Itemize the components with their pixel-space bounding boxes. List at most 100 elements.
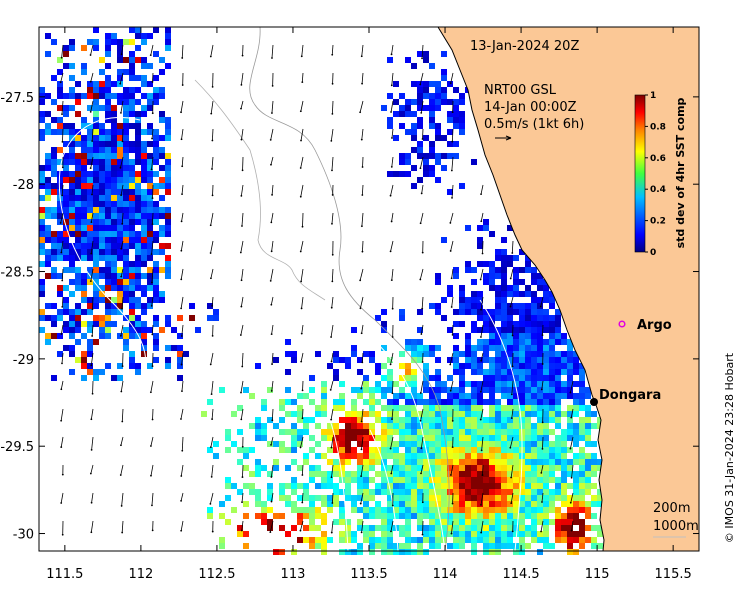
sst-cell bbox=[93, 189, 99, 195]
sst-cell bbox=[471, 291, 477, 297]
current-vector bbox=[151, 268, 154, 283]
sst-cell bbox=[441, 69, 447, 75]
sst-cell bbox=[549, 471, 555, 477]
sst-cell bbox=[75, 153, 81, 159]
sst-cell bbox=[237, 405, 243, 411]
sst-cell bbox=[141, 321, 147, 327]
sst-cell bbox=[441, 315, 447, 321]
current-vector-head bbox=[150, 445, 152, 447]
current-vector-head bbox=[360, 332, 363, 335]
sst-cell bbox=[489, 345, 495, 351]
sst-cell bbox=[339, 453, 345, 459]
sst-cell bbox=[441, 153, 447, 159]
sst-cell bbox=[321, 387, 327, 393]
sst-cell bbox=[471, 543, 477, 549]
sst-cell bbox=[237, 459, 243, 465]
map-plot-area bbox=[38, 26, 700, 555]
current-vector bbox=[151, 240, 154, 255]
sst-cell bbox=[69, 75, 75, 81]
sst-cell bbox=[243, 387, 249, 393]
current-vector-head bbox=[331, 169, 333, 172]
current-vector bbox=[60, 72, 64, 83]
sst-cell bbox=[261, 399, 267, 405]
sst-cell bbox=[411, 135, 417, 141]
current-vector-head bbox=[209, 502, 212, 505]
sst-cell bbox=[381, 393, 387, 399]
sst-cell bbox=[495, 429, 501, 435]
sst-cell bbox=[471, 507, 477, 513]
sst-cell bbox=[495, 531, 501, 537]
sst-cell bbox=[489, 519, 495, 525]
sst-cell bbox=[519, 267, 525, 273]
current-vector-head bbox=[301, 225, 304, 228]
sst-cell bbox=[147, 303, 153, 309]
sst-cell bbox=[495, 525, 501, 531]
sst-cell bbox=[135, 273, 141, 279]
dongara-marker bbox=[590, 398, 598, 406]
sst-cell bbox=[207, 513, 213, 519]
sst-cell bbox=[519, 549, 525, 555]
sst-cell bbox=[291, 399, 297, 405]
current-vector-head bbox=[419, 278, 422, 281]
sst-cell bbox=[483, 339, 489, 345]
sst-cell bbox=[471, 267, 477, 273]
sst-cell bbox=[153, 159, 159, 165]
current-vector bbox=[121, 492, 124, 506]
sst-cell bbox=[573, 501, 579, 507]
sst-cell bbox=[351, 537, 357, 543]
sst-cell bbox=[159, 165, 165, 171]
sst-cell bbox=[99, 189, 105, 195]
sst-cell bbox=[411, 447, 417, 453]
sst-cell bbox=[423, 465, 429, 471]
sst-cell bbox=[519, 291, 525, 297]
sst-cell bbox=[441, 495, 447, 501]
colorbar-tick-label: 0.2 bbox=[650, 217, 666, 227]
sst-cell bbox=[141, 147, 147, 153]
sst-cell bbox=[165, 63, 171, 69]
sst-cell bbox=[525, 315, 531, 321]
sst-cell bbox=[459, 93, 465, 99]
sst-cell bbox=[135, 213, 141, 219]
sst-cell bbox=[501, 507, 507, 513]
sst-cell bbox=[429, 459, 435, 465]
sst-cell bbox=[465, 507, 471, 513]
sst-cell bbox=[495, 285, 501, 291]
sst-cell bbox=[501, 285, 507, 291]
sst-cell bbox=[285, 483, 291, 489]
current-vector-head bbox=[360, 225, 363, 228]
contour-200m-inner bbox=[194, 79, 326, 301]
current-vector bbox=[180, 268, 184, 280]
current-vector bbox=[540, 296, 544, 307]
sst-cell bbox=[339, 447, 345, 453]
sst-cell bbox=[321, 411, 327, 417]
sst-cell bbox=[573, 519, 579, 525]
sst-cell bbox=[45, 165, 51, 171]
sst-cell bbox=[111, 117, 117, 123]
current-vector bbox=[361, 436, 364, 450]
current-vector-head bbox=[421, 307, 424, 310]
sst-cell bbox=[351, 417, 357, 423]
sst-cell bbox=[537, 321, 543, 327]
current-vector-head bbox=[330, 306, 333, 309]
sst-cell bbox=[117, 279, 123, 285]
sst-cell bbox=[489, 375, 495, 381]
sst-cell bbox=[387, 429, 393, 435]
sst-cell bbox=[141, 213, 147, 219]
current-vector-head bbox=[210, 475, 213, 478]
sst-cell bbox=[123, 99, 129, 105]
sst-cell bbox=[75, 201, 81, 207]
sst-cell bbox=[345, 441, 351, 447]
sst-cell bbox=[135, 189, 141, 195]
sst-cell bbox=[267, 387, 273, 393]
sst-cell bbox=[123, 201, 129, 207]
sst-cell bbox=[537, 531, 543, 537]
sst-cell bbox=[267, 417, 273, 423]
sst-cell bbox=[363, 447, 369, 453]
sst-cell bbox=[393, 495, 399, 501]
sst-cell bbox=[369, 495, 375, 501]
sst-cell bbox=[459, 303, 465, 309]
sst-cell bbox=[471, 441, 477, 447]
current-vector bbox=[391, 72, 394, 86]
sst-cell bbox=[435, 81, 441, 87]
sst-cell bbox=[489, 453, 495, 459]
